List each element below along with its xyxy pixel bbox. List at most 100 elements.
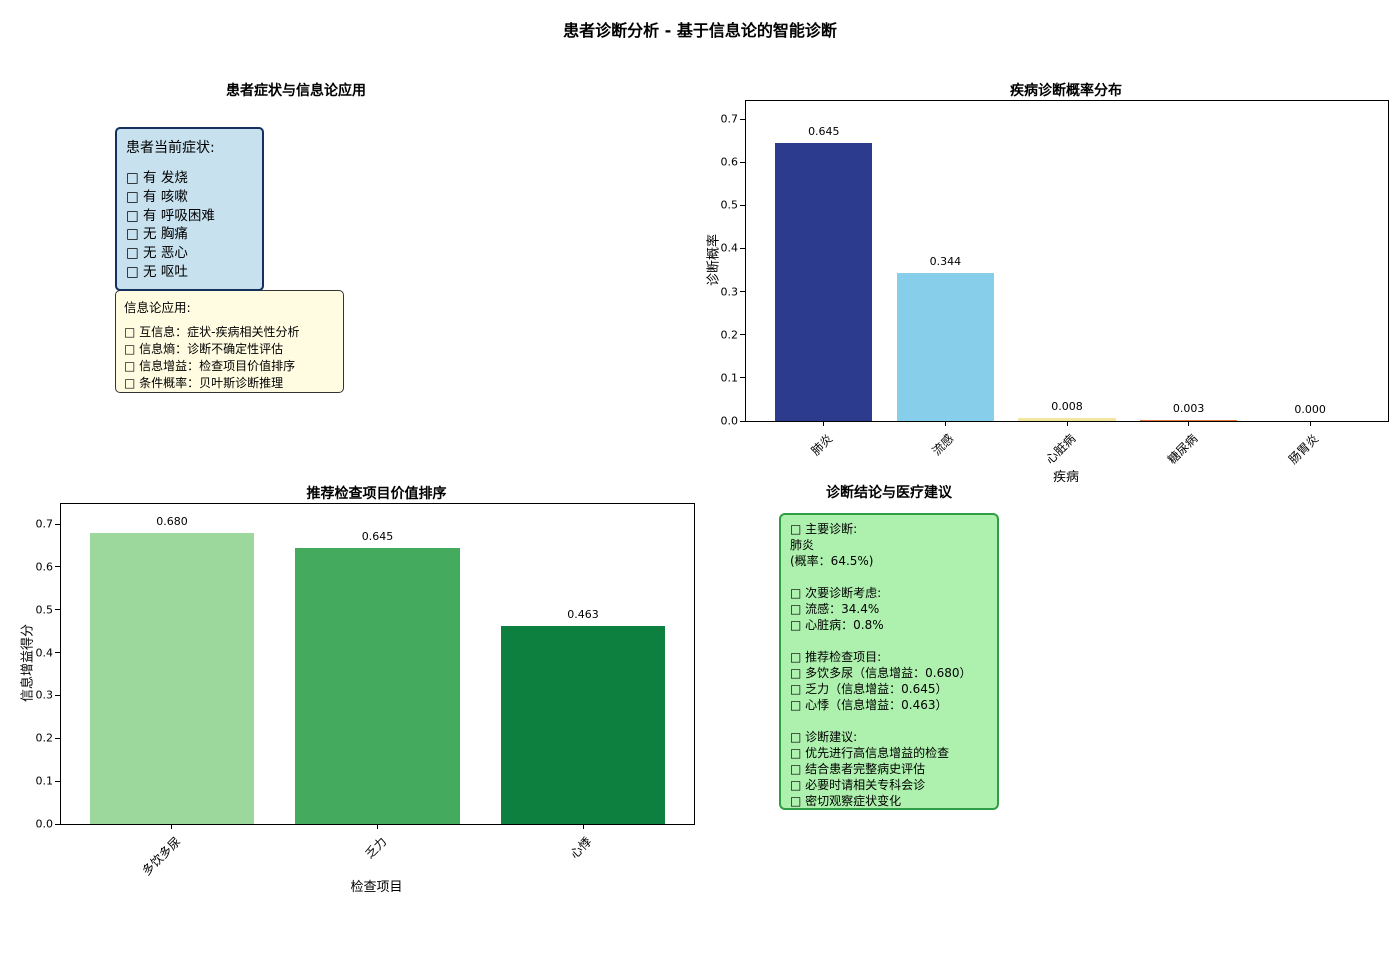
value-label: 0.003 bbox=[1172, 401, 1205, 415]
conclusion-box: □ 主要诊断: 肺炎 (概率：64.5%) □ 次要诊断考虑: □ 流感：34.4% □ … bbox=[779, 513, 999, 810]
value-label: 0.344 bbox=[929, 254, 962, 268]
x-tick-label: 多饮多尿 bbox=[139, 834, 184, 879]
y-tick-label: 0.3 bbox=[35, 688, 54, 702]
x-tick-mark bbox=[1066, 421, 1068, 426]
x-tick-mark bbox=[1188, 421, 1190, 426]
text-line: □ 无 呕吐 bbox=[126, 263, 188, 280]
y-tick-label: 0.1 bbox=[35, 774, 54, 788]
y-tick-label: 0.3 bbox=[720, 285, 739, 299]
symptom-box-header: 患者当前症状: bbox=[126, 140, 215, 156]
text-line bbox=[790, 713, 988, 729]
text-line: □ 多饮多尿（信息增益：0.680） bbox=[790, 666, 972, 680]
y-tick-label: 0.7 bbox=[720, 112, 739, 126]
x-tick-label: 肠胃炎 bbox=[1286, 431, 1322, 467]
text-line: □ 条件概率：贝叶斯诊断推理 bbox=[124, 376, 284, 390]
text-line bbox=[790, 633, 988, 649]
y-tick-label: 0.7 bbox=[35, 517, 54, 531]
figure: 患者诊断分析 - 基于信息论的智能诊断 患者症状与信息论应用 患者当前症状: □… bbox=[20, 21, 1389, 895]
conclusion-panel-title: 诊断结论与医疗建议 bbox=[826, 485, 952, 501]
value-label: 0.680 bbox=[156, 514, 188, 528]
y-tick-mark bbox=[740, 118, 746, 120]
text-line: □ 心脏病：0.8% bbox=[790, 618, 884, 632]
text-line: (概率：64.5%) bbox=[790, 554, 874, 568]
value-label: 0.000 bbox=[1294, 403, 1326, 416]
text-line bbox=[790, 569, 988, 585]
bar-3 bbox=[1139, 419, 1238, 421]
value-label: 0.008 bbox=[1051, 399, 1083, 413]
disease-chart-title: 疾病诊断概率分布 bbox=[1010, 83, 1122, 99]
x-tick-label: 糖尿病 bbox=[1164, 431, 1200, 467]
value-label: 0.645 bbox=[361, 529, 394, 543]
y-tick-label: 0.2 bbox=[35, 731, 54, 745]
x-tick-label: 心悸 bbox=[567, 834, 595, 862]
y-tick-mark bbox=[740, 161, 746, 163]
y-tick-mark bbox=[740, 334, 746, 336]
text-line: □ 有 呼吸困难 bbox=[126, 207, 215, 224]
bar-2 bbox=[1018, 417, 1116, 421]
disease-chart-ylabel: 诊断概率 bbox=[706, 233, 722, 287]
y-tick-label: 0.1 bbox=[720, 371, 739, 385]
gain-chart-xlabel: 检查项目 bbox=[350, 880, 403, 895]
y-tick-mark bbox=[55, 823, 61, 825]
x-tick-mark bbox=[377, 824, 378, 829]
text-line: □ 诊断建议: bbox=[790, 730, 858, 744]
y-tick-label: 0.2 bbox=[720, 328, 739, 342]
text-line: □ 流感：34.4% bbox=[790, 602, 880, 616]
text-line: □ 信息增益：检查项目价值排序 bbox=[124, 359, 296, 373]
bar-1 bbox=[896, 272, 995, 421]
y-tick-mark bbox=[55, 609, 61, 611]
text-line: □ 主要诊断: bbox=[790, 522, 858, 536]
y-tick-label: 0.6 bbox=[35, 560, 54, 574]
text-line: □ 结合患者完整病史评估 bbox=[790, 762, 926, 776]
y-tick-label: 0.5 bbox=[35, 603, 54, 617]
text-line: □ 互信息：症状-疾病相关性分析 bbox=[124, 325, 300, 339]
y-tick-label: 0.0 bbox=[720, 414, 739, 428]
bar-0 bbox=[89, 532, 255, 824]
bar-2 bbox=[500, 625, 666, 824]
disease-probability-chart: 0.0 0.1 0.2 0.3 0.4 0.5 0.6 0.7 0.645 肺炎 0.344 流感 0.… bbox=[721, 100, 1389, 467]
symptom-list: □ 有 发烧 □ 有 咳嗽 □ 有 呼吸困难 □ 无 胸痛 □ 无 恶心 □ 无 呕吐 bbox=[126, 169, 253, 282]
text-line: □ 无 胸痛 bbox=[126, 226, 188, 243]
text-line: 肺炎 bbox=[790, 538, 815, 552]
y-tick-mark bbox=[740, 420, 746, 422]
y-tick-mark bbox=[55, 694, 61, 696]
bar-0 bbox=[775, 142, 873, 421]
symptom-box: 患者当前症状: □ 有 发烧 □ 有 咳嗽 □ 有 呼吸困难 □ 无 胸痛 □ 无 恶心… bbox=[115, 127, 264, 291]
gain-chart-title: 推荐检查项目价值排序 bbox=[306, 486, 447, 502]
y-tick-label: 0.5 bbox=[720, 198, 739, 212]
conclusion-list: □ 主要诊断: 肺炎 (概率：64.5%) □ 次要诊断考虑: □ 流感：34.4% □ … bbox=[790, 521, 988, 809]
y-tick-mark bbox=[740, 291, 746, 293]
text-line: □ 推荐检查项目: bbox=[790, 650, 882, 664]
y-tick-mark bbox=[55, 737, 61, 739]
info-theory-list: □ 互信息：症状-疾病相关性分析 □ 信息熵：诊断不确定性评估 □ 信息增益：检查项… bbox=[124, 324, 335, 392]
y-tick-mark bbox=[740, 377, 746, 379]
text-line: □ 优先进行高信息增益的检查 bbox=[790, 746, 950, 760]
text-line: □ 密切观察症状变化 bbox=[790, 794, 902, 808]
figure-title: 患者诊断分析 - 基于信息论的智能诊断 bbox=[563, 21, 837, 40]
y-tick-mark bbox=[55, 523, 61, 525]
information-gain-chart: 0.0 0.1 0.2 0.3 0.4 0.5 0.6 0.7 0.680 多饮多尿 0.645 乏力… bbox=[36, 503, 695, 878]
text-line: □ 有 发烧 bbox=[126, 170, 188, 186]
text-line: □ 有 咳嗽 bbox=[126, 188, 188, 205]
y-tick-label: 0.4 bbox=[720, 241, 739, 255]
y-tick-mark bbox=[740, 204, 746, 206]
x-tick-mark bbox=[944, 421, 946, 426]
y-tick-mark bbox=[740, 247, 746, 249]
y-tick-label: 0.4 bbox=[35, 646, 54, 660]
gain-chart-ylabel: 信息增益得分 bbox=[20, 623, 36, 703]
text-line: □ 无 恶心 bbox=[126, 245, 188, 262]
disease-chart-xlabel: 疾病 bbox=[1052, 470, 1079, 485]
x-tick-mark bbox=[582, 824, 584, 829]
y-tick-mark bbox=[55, 780, 61, 782]
text-line: □ 乏力（信息增益：0.645） bbox=[790, 682, 948, 696]
y-tick-label: 0.0 bbox=[35, 817, 54, 831]
x-tick-mark bbox=[823, 421, 825, 426]
text-line: □ 信息熵：诊断不确定性评估 bbox=[124, 342, 284, 356]
x-tick-label: 乏力 bbox=[361, 834, 389, 862]
value-label: 0.645 bbox=[808, 124, 840, 138]
bar-1 bbox=[295, 547, 460, 824]
info-theory-box: 信息论应用: □ 互信息：症状-疾病相关性分析 □ 信息熵：诊断不确定性评估 □ 信… bbox=[115, 290, 344, 393]
x-tick-mark bbox=[171, 824, 173, 829]
text-line: □ 次要诊断考虑: bbox=[790, 586, 882, 600]
symptoms-panel-title: 患者症状与信息论应用 bbox=[226, 83, 366, 99]
